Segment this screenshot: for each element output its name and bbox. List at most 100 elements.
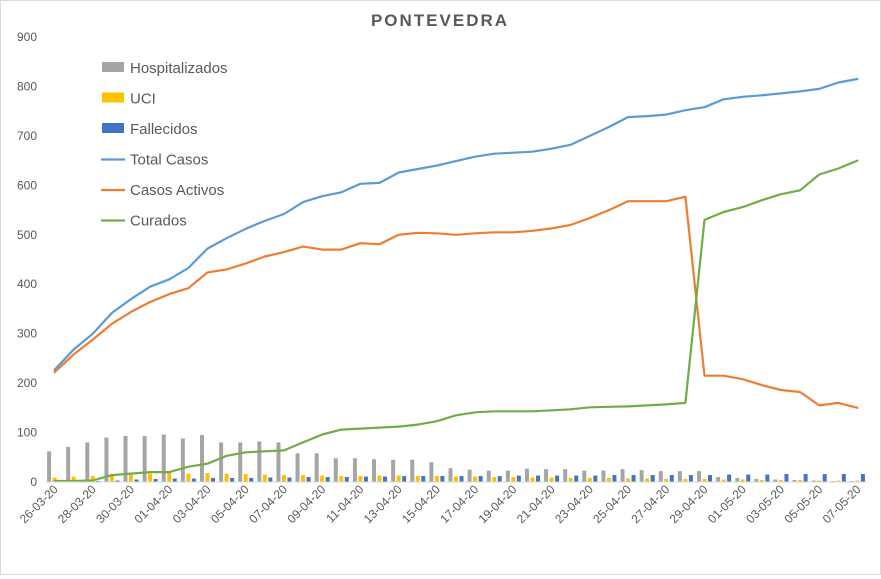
bar-uci <box>377 475 382 482</box>
line-curados <box>53 159 859 483</box>
x-tick-label: 25-04-20 <box>590 482 634 526</box>
bar-hospitalizados <box>276 442 281 482</box>
bar-hospitalizados <box>448 468 453 482</box>
bar-fallecidos <box>440 476 445 482</box>
legend-label-curados: Curados <box>130 213 187 230</box>
bar-hospitalizados <box>372 459 377 482</box>
bar-hospitalizados <box>85 442 90 482</box>
bar-fallecidos <box>593 475 598 482</box>
bar-hospitalizados <box>238 442 243 482</box>
bar-fallecidos <box>459 476 464 482</box>
bar-fallecidos <box>631 475 636 482</box>
bar-hospitalizados <box>486 470 491 482</box>
bar-uci <box>587 478 592 482</box>
bar-uci <box>205 473 210 482</box>
bar-fallecidos <box>153 479 158 482</box>
bar-hospitalizados <box>66 446 71 482</box>
bar-hospitalizados <box>180 438 185 482</box>
bar-uci <box>167 472 172 482</box>
bar-uci <box>473 476 478 482</box>
bar-uci <box>606 478 611 482</box>
bar-hospitalizados <box>199 435 204 482</box>
bar-fallecidos <box>497 476 502 482</box>
bar-uci <box>645 478 650 482</box>
bar-uci <box>148 473 153 482</box>
bar-uci <box>434 476 439 482</box>
bar-uci <box>721 479 726 482</box>
legend-label-casos-activos: Casos Activos <box>130 182 224 199</box>
bar-uci <box>301 475 306 482</box>
bar-fallecidos <box>765 474 770 482</box>
y-axis: 0 100 200 300 400 500 600 700 800 900 <box>17 30 37 489</box>
legend-swatch-fallecidos <box>102 123 124 133</box>
y-tick-label: 100 <box>17 426 37 440</box>
bar-uci <box>511 477 516 482</box>
bar-uci <box>702 479 707 482</box>
y-tick-label: 0 <box>30 475 37 489</box>
bar-hospitalizados <box>467 469 472 482</box>
bar-hospitalizados <box>47 451 52 482</box>
x-tick-label: 07-04-20 <box>246 482 290 526</box>
bar-fallecidos <box>268 477 273 482</box>
bar-uci <box>740 479 745 482</box>
bar-fallecidos <box>535 475 540 482</box>
bar-fallecidos <box>860 474 865 482</box>
bar-fallecidos <box>669 475 674 482</box>
x-tick-label: 29-04-20 <box>667 482 711 526</box>
bar-fallecidos <box>421 476 426 482</box>
bar-uci <box>186 473 191 482</box>
y-tick-label: 600 <box>17 178 37 192</box>
bar-fallecidos <box>574 475 579 482</box>
bar-uci <box>836 480 841 482</box>
x-tick-label: 27-04-20 <box>629 482 673 526</box>
x-tick-label: 09-04-20 <box>284 482 328 526</box>
legend-label-fallecidos: Fallecidos <box>130 121 198 138</box>
bar-hospitalizados <box>333 458 338 482</box>
x-axis: 26-03-2028-03-2030-03-2001-04-2003-04-20… <box>17 481 867 526</box>
x-tick-label: 01-04-20 <box>132 482 176 526</box>
bar-hospitalizados <box>314 453 319 482</box>
bar-uci <box>798 480 803 482</box>
bar-hospitalizados <box>773 479 778 482</box>
bar-hospitalizados <box>429 462 434 482</box>
bar-hospitalizados <box>410 459 415 482</box>
legend-label-total-casos: Total Casos <box>130 152 208 169</box>
x-tick-label: 15-04-20 <box>399 482 443 526</box>
x-tick-label: 05-04-20 <box>208 482 252 526</box>
bar-uci <box>778 480 783 482</box>
bar-uci <box>626 478 631 482</box>
bar-hospitalizados <box>601 470 606 482</box>
y-tick-label: 500 <box>17 228 37 242</box>
y-tick-label: 900 <box>17 30 37 44</box>
bar-hospitalizados <box>735 478 740 482</box>
bar-fallecidos <box>555 475 560 482</box>
bar-fallecidos <box>363 476 368 482</box>
bar-uci <box>224 473 229 482</box>
bar-uci <box>358 476 363 482</box>
bar-fallecidos <box>210 478 215 482</box>
bar-fallecidos <box>383 476 388 482</box>
bar-fallecidos <box>402 476 407 482</box>
bar-hospitalizados <box>142 436 147 482</box>
bar-hospitalizados <box>104 437 109 482</box>
bar-uci <box>415 476 420 482</box>
bar-uci <box>339 476 344 482</box>
chart-title: PONTEVEDRA <box>371 11 509 30</box>
x-tick-label: 11-04-20 <box>323 482 366 525</box>
bar-fallecidos <box>784 474 789 482</box>
legend-swatch-hospitalizados <box>102 62 124 72</box>
bar-hospitalizados <box>505 470 510 482</box>
bar-hospitalizados <box>620 469 625 482</box>
bar-hospitalizados <box>123 436 128 482</box>
bar-hospitalizados <box>563 469 568 482</box>
x-tick-label: 30-03-20 <box>93 482 137 526</box>
bar-uci <box>492 477 497 482</box>
x-tick-label: 21-04-20 <box>514 482 558 526</box>
bar-fallecidos <box>727 474 732 482</box>
bar-uci <box>855 480 860 482</box>
x-tick-label: 07-05-20 <box>820 482 864 526</box>
bar-fallecidos <box>306 477 311 482</box>
line-casos-activos <box>53 195 859 409</box>
x-tick-label: 05-05-20 <box>781 482 825 526</box>
